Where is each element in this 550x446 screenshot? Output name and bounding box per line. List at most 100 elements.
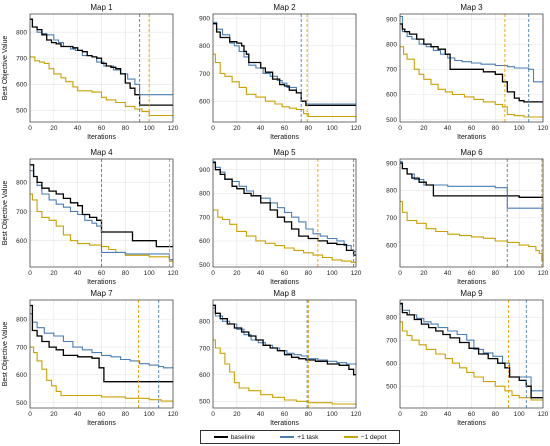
y-tick-label: 900 xyxy=(386,16,397,23)
x-tick-label: 80 xyxy=(492,270,500,277)
x-axis-label: Iterations xyxy=(457,134,486,141)
y-tick-label: 700 xyxy=(16,56,27,63)
x-tick-label: 100 xyxy=(327,270,338,277)
x-tick-label: 20 xyxy=(233,411,241,418)
chart-title: Map 2 xyxy=(273,3,296,12)
x-tick-label: 0 xyxy=(398,125,402,132)
y-tick-label: 500 xyxy=(199,399,210,406)
chart-title: Map 7 xyxy=(90,289,113,298)
chart-title: Map 9 xyxy=(460,289,483,298)
x-tick-label: 40 xyxy=(444,125,452,132)
x-tick-label: 100 xyxy=(327,411,338,418)
x-axis-label: Iterations xyxy=(87,134,116,141)
y-tick-label: 700 xyxy=(16,344,27,351)
y-tick-label: 600 xyxy=(16,82,27,89)
series-line-minus1-depot xyxy=(400,46,543,118)
chart-panel-7: Map 7 500 600 700 800 0 20 40 60 80 100 120 Iteratio… xyxy=(2,289,179,427)
x-tick-label: 40 xyxy=(444,411,452,418)
x-tick-label: 60 xyxy=(468,270,476,277)
y-axis-label: Best Objective Value xyxy=(2,36,9,101)
legend-label-task: +1 task xyxy=(297,433,319,441)
x-tick-label: 60 xyxy=(281,411,289,418)
y-tick-label: 700 xyxy=(386,215,397,222)
x-tick-label: 80 xyxy=(492,411,500,418)
legend-item-depot: −1 depot xyxy=(343,434,386,441)
y-tick-label: 900 xyxy=(199,15,210,22)
x-tick-label: 0 xyxy=(28,270,32,277)
x-axis-label: Iterations xyxy=(457,279,486,286)
x-tick-label: 0 xyxy=(398,411,402,418)
x-tick-label: 100 xyxy=(144,411,155,418)
legend: baseline +1 task −1 depot xyxy=(200,430,400,444)
x-axis-label: Iterations xyxy=(270,279,299,286)
x-axis-label: Iterations xyxy=(457,420,486,427)
y-axis-label: Best Objective Value xyxy=(2,322,9,387)
x-tick-label: 120 xyxy=(538,411,549,418)
chart-title: Map 5 xyxy=(273,148,296,157)
y-tick-label: 800 xyxy=(16,317,27,324)
series-line-baseline xyxy=(213,161,356,256)
y-tick-label: 600 xyxy=(386,360,397,367)
y-tick-label: 700 xyxy=(199,71,210,78)
x-tick-label: 40 xyxy=(257,411,265,418)
x-tick-label: 120 xyxy=(538,270,549,277)
chart-panel-6: Map 6 600 700 800 900 0 20 40 60 80 100 120 Iteratio… xyxy=(386,148,549,286)
x-tick-label: 20 xyxy=(50,125,58,132)
x-tick-label: 0 xyxy=(28,125,32,132)
chart-panel-3: Map 3 500 600 700 800 900 0 20 40 60 80 100 120 Itera… xyxy=(386,3,549,141)
x-tick-label: 120 xyxy=(168,270,179,277)
x-tick-label: 60 xyxy=(98,125,106,132)
chart-title: Map 4 xyxy=(90,148,113,157)
chart-panel-2: Map 2 600 700 800 900 0 20 40 60 80 100 120 Iteratio… xyxy=(199,3,362,141)
plot-frame xyxy=(212,13,357,123)
series-line-minus1-depot xyxy=(30,56,173,117)
x-tick-label: 20 xyxy=(50,270,58,277)
x-tick-label: 100 xyxy=(144,270,155,277)
chart-title: Map 8 xyxy=(273,289,296,298)
y-tick-label: 700 xyxy=(386,67,397,74)
x-tick-label: 0 xyxy=(211,125,215,132)
series-line-minus1-depot xyxy=(213,339,356,405)
y-tick-label: 800 xyxy=(16,180,27,187)
x-tick-label: 80 xyxy=(122,411,130,418)
y-tick-label: 600 xyxy=(16,372,27,379)
x-tick-label: 120 xyxy=(168,125,179,132)
x-axis-label: Iterations xyxy=(270,420,299,427)
chart-panel-1: Map 1 500 600 700 800 0 20 40 60 80 100 120 Iteratio… xyxy=(2,3,179,141)
y-axis-label: Best Objective Value xyxy=(2,181,9,246)
legend-swatch-baseline xyxy=(213,436,228,438)
y-tick-label: 800 xyxy=(386,41,397,48)
y-tick-label: 500 xyxy=(386,117,397,124)
plot-frame xyxy=(399,158,544,268)
x-tick-label: 80 xyxy=(492,125,500,132)
y-tick-label: 600 xyxy=(386,92,397,99)
chart-title: Map 6 xyxy=(460,148,483,157)
series-line-minus1-depot xyxy=(30,346,173,402)
y-tick-label: 600 xyxy=(199,99,210,106)
y-tick-label: 800 xyxy=(16,30,27,37)
y-tick-label: 700 xyxy=(386,338,397,345)
y-tick-label: 900 xyxy=(386,160,397,167)
y-tick-label: 800 xyxy=(386,315,397,322)
x-tick-label: 120 xyxy=(538,125,549,132)
y-tick-label: 700 xyxy=(16,209,27,216)
series-line-plus1-task xyxy=(400,304,543,392)
x-tick-label: 100 xyxy=(327,125,338,132)
chart-title: Map 3 xyxy=(460,3,483,12)
x-tick-label: 40 xyxy=(257,125,265,132)
series-line-baseline xyxy=(400,302,543,399)
y-tick-label: 500 xyxy=(386,383,397,390)
x-tick-label: 120 xyxy=(351,411,362,418)
x-tick-label: 80 xyxy=(305,125,313,132)
x-tick-label: 120 xyxy=(168,411,179,418)
plot-frame xyxy=(29,158,174,268)
y-tick-label: 900 xyxy=(199,167,210,174)
x-tick-label: 40 xyxy=(74,270,82,277)
y-tick-label: 800 xyxy=(199,319,210,326)
series-line-baseline xyxy=(213,304,356,376)
x-tick-label: 100 xyxy=(514,125,525,132)
legend-item-baseline: baseline xyxy=(213,434,255,441)
y-tick-label: 600 xyxy=(16,238,27,245)
y-tick-label: 800 xyxy=(199,191,210,198)
series-line-minus1-depot xyxy=(400,321,543,401)
